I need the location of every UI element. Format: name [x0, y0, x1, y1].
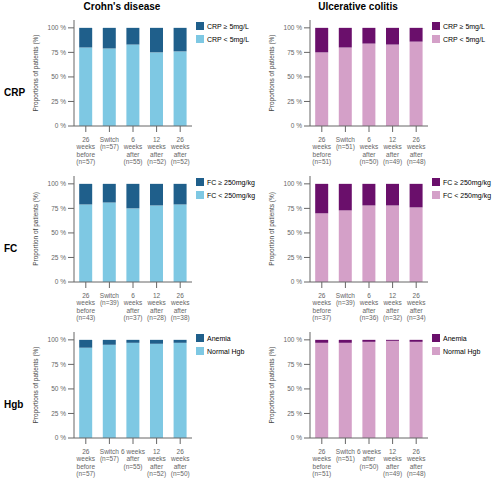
svg-text:50 %: 50 %: [51, 229, 66, 236]
svg-text:Proportions of patients (%): Proportions of patients (%): [268, 35, 276, 112]
svg-text:6weeksafter(n=37): 6weeksafter(n=37): [123, 292, 143, 322]
svg-text:75 %: 75 %: [287, 205, 302, 212]
svg-text:12weeksafter(n=52): 12weeksafter(n=52): [146, 448, 166, 478]
svg-text:100 %: 100 %: [48, 24, 67, 31]
svg-text:26weeksbefore(n=51): 26weeksbefore(n=51): [312, 448, 332, 478]
svg-text:26weeksbefore(n=37): 26weeksbefore(n=37): [312, 292, 332, 322]
svg-text:12weeksafter(n=32): 12weeksafter(n=32): [382, 292, 402, 322]
svg-text:6weeksafter(n=36): 6weeksafter(n=36): [359, 292, 379, 322]
svg-text:26weeksafter(n=34): 26weeksafter(n=34): [406, 292, 426, 322]
html-text:Crohn's disease: Crohn's disease: [83, 1, 161, 12]
html-text:Anemia: Anemia: [443, 334, 467, 342]
svg-text:Proportion of patients (%): Proportion of patients (%): [32, 192, 40, 266]
html-text:CRP ≥ 5mg/L: CRP ≥ 5mg/L: [443, 22, 485, 30]
html-text:Normal Hgb: Normal Hgb: [443, 347, 481, 355]
html-text:CRP < 5mg/L: CRP < 5mg/L: [443, 35, 486, 43]
svg-text:50 %: 50 %: [287, 229, 302, 236]
svg-text:0 %: 0 %: [291, 278, 302, 285]
svg-text:100 %: 100 %: [284, 336, 303, 343]
html-text:FC: FC: [4, 242, 18, 254]
svg-text:Proportion of patients (%): Proportion of patients (%): [268, 192, 276, 266]
svg-text:26weeksbefore(n=43): 26weeksbefore(n=43): [76, 292, 96, 322]
svg-text:100 %: 100 %: [48, 336, 67, 343]
svg-text:0 %: 0 %: [55, 122, 66, 129]
svg-text:75 %: 75 %: [51, 205, 66, 212]
svg-text:Switch(n=51): Switch(n=51): [336, 136, 356, 151]
html-text:CRP: CRP: [4, 86, 26, 98]
svg-text:25 %: 25 %: [51, 98, 66, 105]
html-text:CRP < 5mg/L: CRP < 5mg/L: [207, 35, 250, 43]
svg-text:12weeksafter(n=49): 12weeksafter(n=49): [382, 136, 402, 166]
svg-text:26weeksafter(n=52): 26weeksafter(n=52): [170, 136, 190, 166]
html-text:Anemia: Anemia: [207, 334, 231, 342]
html-text:Normal Hgb: Normal Hgb: [207, 347, 245, 355]
html-text:FC < 250mg/kg: FC < 250mg/kg: [207, 191, 256, 199]
svg-text:25 %: 25 %: [287, 98, 302, 105]
html-text:FC ≥ 250mg/kg: FC ≥ 250mg/kg: [207, 178, 255, 186]
svg-text:Proportions of patients (%): Proportions of patients (%): [268, 347, 276, 424]
svg-text:26weeksafter(n=50): 26weeksafter(n=50): [170, 448, 190, 478]
svg-text:25 %: 25 %: [287, 410, 302, 417]
svg-text:Switch(n=57): Switch(n=57): [100, 448, 120, 463]
svg-text:Switch(n=39): Switch(n=39): [336, 292, 356, 307]
svg-text:50 %: 50 %: [287, 385, 302, 392]
svg-text:25 %: 25 %: [51, 254, 66, 261]
svg-text:Switch(n=51): Switch(n=51): [336, 448, 356, 463]
html-text:Hgb: Hgb: [4, 398, 24, 410]
svg-text:0 %: 0 %: [55, 434, 66, 441]
svg-text:26weeksafter(n=48): 26weeksafter(n=48): [406, 448, 426, 478]
svg-text:Switch(n=57): Switch(n=57): [100, 136, 120, 151]
html-text:CRP ≥ 5mg/L: CRP ≥ 5mg/L: [207, 22, 249, 30]
svg-text:12weeksafter(n=28): 12weeksafter(n=28): [146, 292, 166, 322]
svg-text:26weeksafter(n=38): 26weeksafter(n=38): [170, 292, 190, 322]
svg-text:100 %: 100 %: [48, 180, 67, 187]
svg-text:6 weeksafter(n=50): 6 weeksafter(n=50): [357, 448, 382, 471]
svg-text:6weeksafter(n=50): 6weeksafter(n=50): [359, 136, 379, 166]
svg-text:26weeksbefore(n=51): 26weeksbefore(n=51): [312, 136, 332, 166]
svg-text:6 weeksafter(n=55): 6 weeksafter(n=55): [121, 448, 146, 471]
svg-text:25 %: 25 %: [51, 410, 66, 417]
svg-text:25 %: 25 %: [287, 254, 302, 261]
html-text:FC < 250mg/kg: FC < 250mg/kg: [443, 191, 492, 199]
svg-text:12weeksafter(n=49): 12weeksafter(n=49): [382, 448, 402, 478]
svg-text:50 %: 50 %: [51, 385, 66, 392]
svg-text:100 %: 100 %: [284, 24, 303, 31]
svg-text:6weeksafter(n=55): 6weeksafter(n=55): [123, 136, 143, 166]
svg-text:50 %: 50 %: [287, 73, 302, 80]
svg-text:26weeksbefore(n=57): 26weeksbefore(n=57): [76, 448, 96, 478]
svg-text:12weeksafter(n=52): 12weeksafter(n=52): [146, 136, 166, 166]
svg-text:50 %: 50 %: [51, 73, 66, 80]
svg-text:0 %: 0 %: [55, 278, 66, 285]
html-text:Ulcerative colitis: Ulcerative colitis: [318, 1, 398, 12]
svg-text:75 %: 75 %: [51, 361, 66, 368]
svg-text:100 %: 100 %: [284, 180, 303, 187]
html-text:FC ≥ 250mg/kg: FC ≥ 250mg/kg: [443, 178, 491, 186]
svg-text:Switch(n=39): Switch(n=39): [100, 292, 120, 307]
svg-text:75 %: 75 %: [51, 49, 66, 56]
svg-text:Proportions of patients (%): Proportions of patients (%): [32, 347, 40, 424]
svg-text:0 %: 0 %: [291, 434, 302, 441]
svg-text:75 %: 75 %: [287, 361, 302, 368]
svg-text:Proportions of patients (%): Proportions of patients (%): [32, 35, 40, 112]
svg-text:0 %: 0 %: [291, 122, 302, 129]
svg-text:26weeksafter(n=48): 26weeksafter(n=48): [406, 136, 426, 166]
svg-text:75 %: 75 %: [287, 49, 302, 56]
svg-text:26weeksbefore(n=57): 26weeksbefore(n=57): [76, 136, 96, 166]
